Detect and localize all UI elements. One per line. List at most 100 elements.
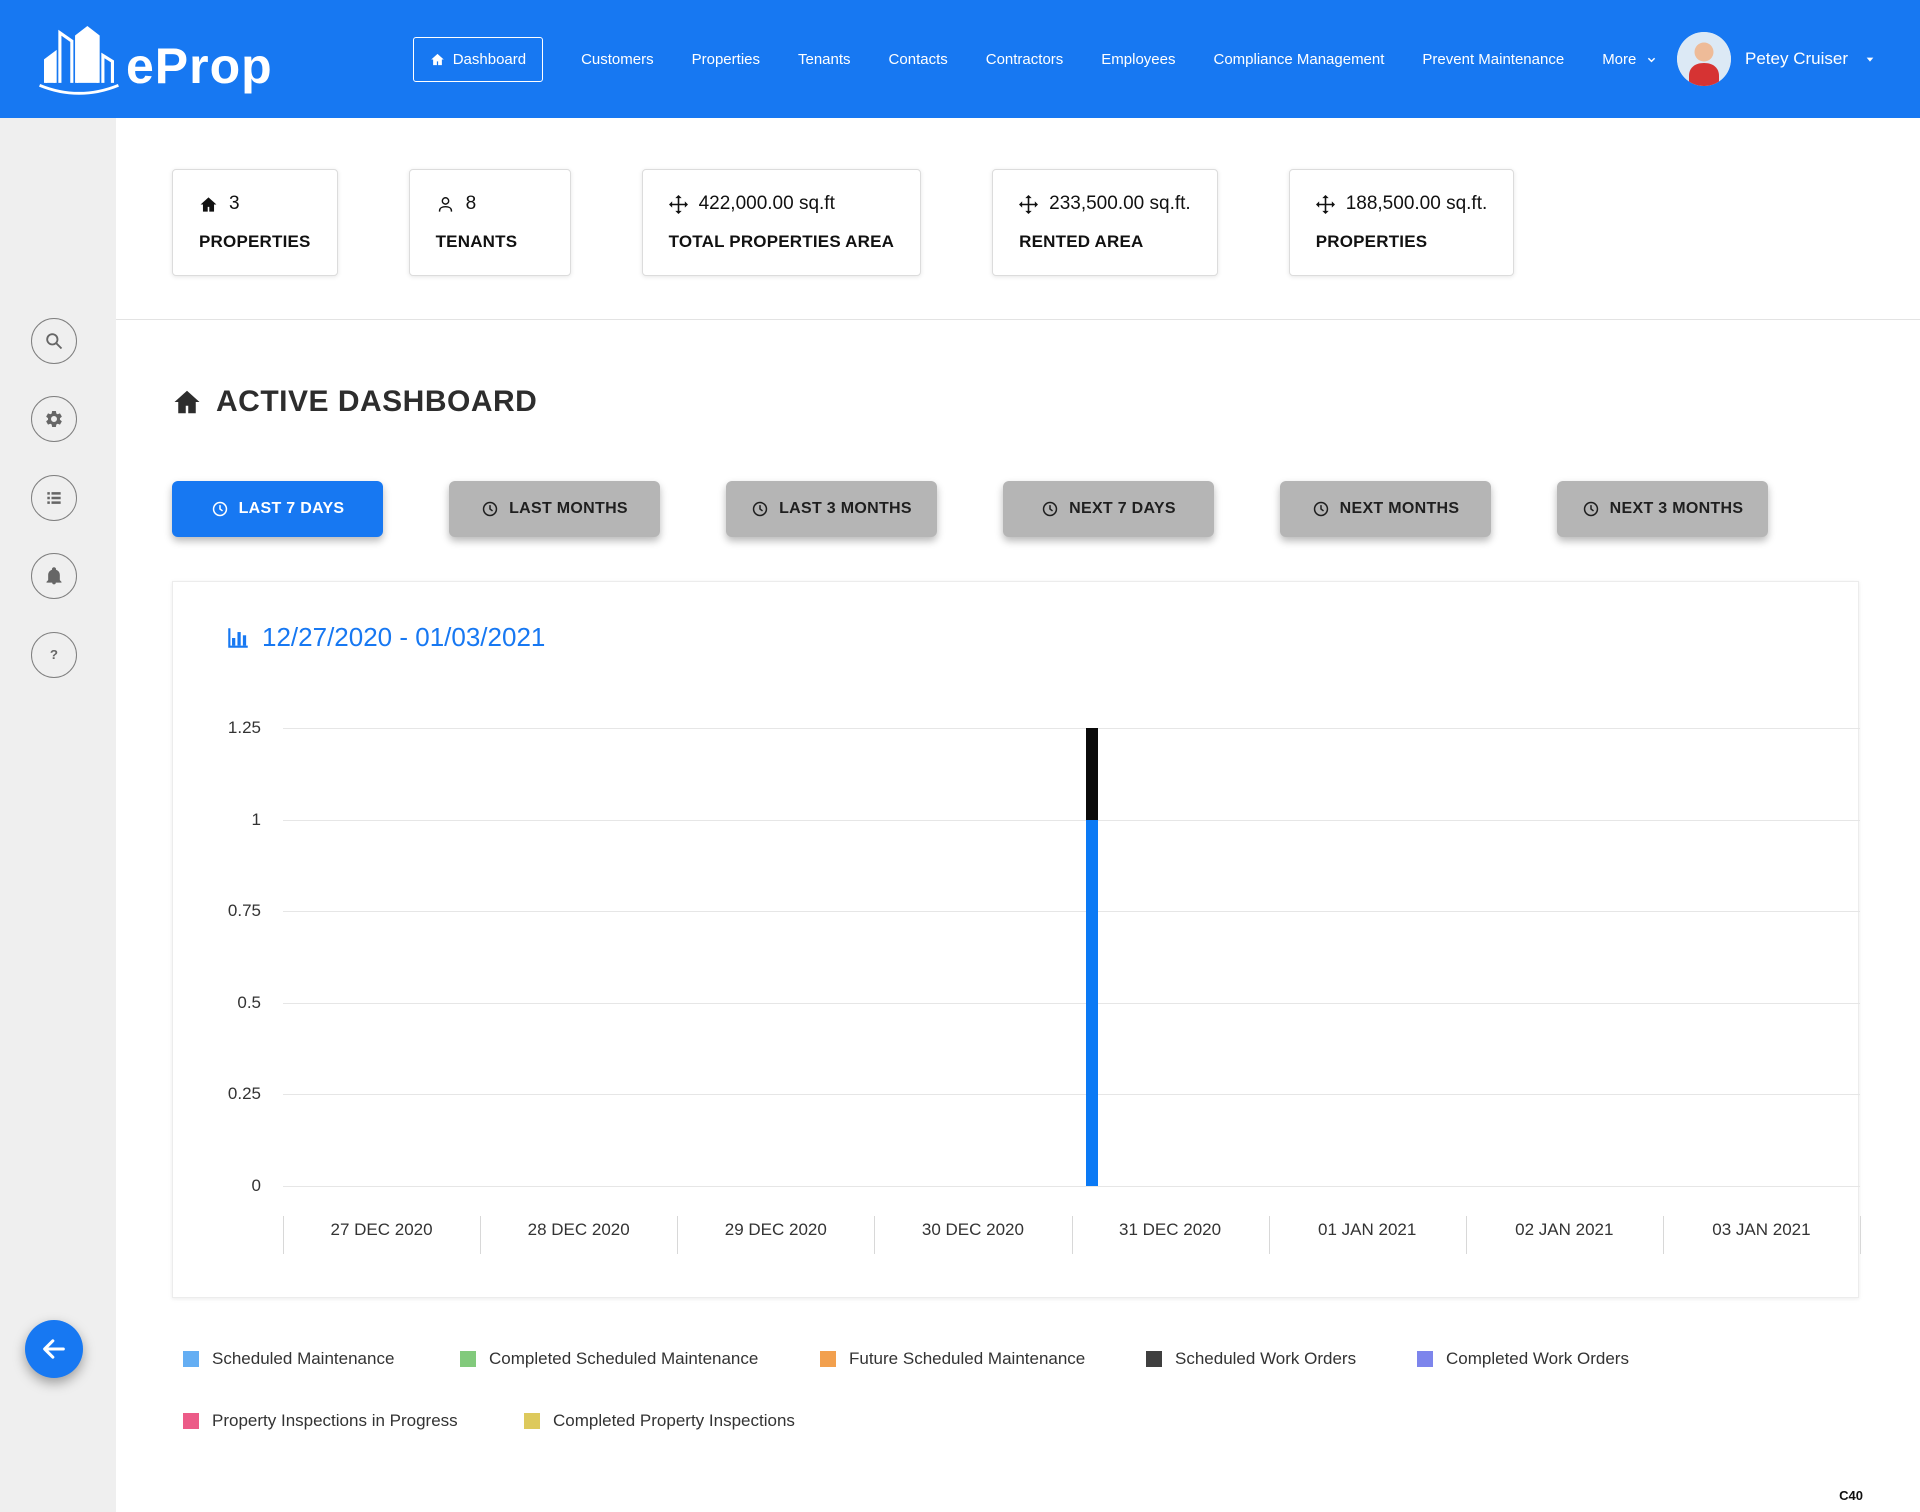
y-axis-label: 0.5 — [237, 992, 261, 1012]
x-axis-label: 29 DEC 2020 — [724, 1220, 827, 1239]
bar-scheduled-maintenance[interactable] — [1085, 819, 1098, 1186]
legend-swatch — [1146, 1351, 1162, 1367]
buildings-logo-icon — [36, 16, 122, 102]
chart-title: 12/27/2020 - 01/03/2021 — [225, 622, 545, 653]
main-nav: Dashboard Customers Properties Tenants Conta… — [412, 36, 1660, 82]
legend-item-completed-work-orders[interactable]: Completed Work Orders — [1417, 1349, 1920, 1369]
x-axis-label: 28 DEC 2020 — [527, 1220, 630, 1239]
legend-item-scheduled-maintenance[interactable]: Scheduled Maintenance — [183, 1349, 460, 1369]
gridline — [283, 819, 1860, 821]
filter-last-3-months[interactable]: LAST 3 MONTHS — [726, 481, 937, 537]
home-icon — [172, 387, 202, 417]
bar-scheduled-work-orders[interactable] — [1085, 728, 1098, 820]
legend-swatch — [183, 1413, 199, 1429]
x-axis-tick — [1071, 1216, 1073, 1254]
nav-item-label: Customers — [581, 50, 654, 68]
filter-label: NEXT 3 MONTHS — [1609, 500, 1744, 517]
nav-item-contractors[interactable]: Contractors — [986, 51, 1064, 68]
filter-last-7-days[interactable]: LAST 7 DAYS — [172, 481, 383, 537]
sidebar-button-help[interactable]: ? — [31, 632, 77, 678]
legend-label: Future Scheduled Maintenance — [849, 1349, 1086, 1368]
search-icon — [44, 331, 64, 351]
brand-logo[interactable]: eProp — [36, 16, 273, 102]
x-axis-label: 02 JAN 2021 — [1515, 1220, 1614, 1239]
user-name: Petey Cruiser — [1745, 49, 1848, 68]
x-axis-label: 27 DEC 2020 — [330, 1220, 433, 1239]
x-axis-tick — [874, 1216, 876, 1254]
date-filter-bar: LAST 7 DAYS LAST MONTHS LAST 3 MONTHS NEXT … — [172, 481, 1920, 537]
chart-legend: Scheduled Maintenance Completed Scheduled… — [183, 1349, 1920, 1431]
sidebar-button-bell[interactable] — [31, 553, 77, 599]
help-icon: ? — [44, 645, 64, 665]
stat-label: TOTAL PROPERTIES AREA — [668, 232, 895, 251]
stat-card: 422,000.00 sq.ft TOTAL PROPERTIES AREA — [641, 169, 922, 276]
back-button[interactable] — [25, 1320, 83, 1378]
nav-item-compliance-management[interactable]: Compliance Management — [1213, 51, 1384, 68]
gridline — [283, 1186, 1860, 1187]
stat-value: 233,500.00 sq.ft. — [1049, 193, 1191, 214]
gridline — [283, 728, 1860, 729]
stat-value: 8 — [465, 193, 477, 214]
filter-last-months[interactable]: LAST MONTHS — [449, 481, 660, 537]
legend-item-scheduled-work-orders[interactable]: Scheduled Work Orders — [1146, 1349, 1417, 1369]
main-content: 3 PROPERTIES 8 TENANTS 422,000.00 sq.ft TOTAL… — [116, 118, 1920, 1512]
legend-label: Completed Scheduled Maintenance — [489, 1349, 759, 1368]
filter-label: NEXT 7 DAYS — [1069, 500, 1176, 517]
page-title: ACTIVE DASHBOARD — [216, 385, 538, 418]
chart-panel: 12/27/2020 - 01/03/2021 0 0.25 0.5 0.75 1 1.2… — [172, 581, 1861, 1298]
nav-item-label: Employees — [1101, 50, 1176, 68]
filter-next-7-days[interactable]: NEXT 7 DAYS — [1003, 481, 1214, 537]
sidebar-button-search[interactable] — [31, 318, 77, 364]
nav-item-label: Tenants — [798, 50, 851, 68]
legend-item-completed-property-inspections[interactable]: Completed Property Inspections — [524, 1411, 1920, 1431]
top-navbar: eProp Dashboard Customers Properties Tenant… — [0, 0, 1920, 118]
nav-item-tenants[interactable]: Tenants — [798, 51, 851, 68]
legend-swatch — [820, 1351, 836, 1367]
person-icon — [436, 195, 455, 214]
stat-value: 3 — [229, 193, 240, 214]
nav-item-contacts[interactable]: Contacts — [889, 51, 948, 68]
nav-item-prevent-maintenance[interactable]: Prevent Maintenance — [1422, 51, 1564, 68]
filter-label: LAST 3 MONTHS — [779, 500, 912, 517]
legend-label: Completed Work Orders — [1446, 1349, 1629, 1368]
legend-label: Property Inspections in Progress — [212, 1411, 458, 1430]
legend-row-2: Property Inspections in Progress Complete… — [183, 1411, 1920, 1431]
legend-item-completed-scheduled-maintenance[interactable]: Completed Scheduled Maintenance — [460, 1349, 820, 1369]
nav-item-label: Prevent Maintenance — [1422, 50, 1565, 68]
filter-next-3-months[interactable]: NEXT 3 MONTHS — [1557, 481, 1768, 537]
filter-label: LAST 7 DAYS — [238, 500, 345, 517]
clock-icon — [751, 500, 769, 518]
nav-item-dashboard[interactable]: Dashboard — [412, 36, 544, 82]
nav-item-properties[interactable]: Properties — [692, 51, 760, 68]
stat-card: 233,500.00 sq.ft. RENTED AREA — [992, 169, 1218, 276]
legend-item-future-scheduled-maintenance[interactable]: Future Scheduled Maintenance — [820, 1349, 1146, 1369]
y-axis-label: 0.25 — [227, 1084, 261, 1104]
sidebar-button-gear[interactable] — [31, 396, 77, 442]
filter-next-months[interactable]: NEXT MONTHS — [1280, 481, 1491, 537]
gear-icon — [44, 409, 64, 429]
nav-item-label: Dashboard — [452, 50, 527, 68]
filter-label: LAST MONTHS — [509, 500, 628, 517]
home-icon — [430, 52, 445, 67]
sidebar-button-list[interactable] — [31, 475, 77, 521]
version-label: C40 — [1839, 1488, 1863, 1503]
legend-row-1: Scheduled Maintenance Completed Scheduled… — [183, 1349, 1920, 1369]
home-icon — [199, 195, 218, 214]
stat-card: 188,500.00 sq.ft. PROPERTIES — [1288, 169, 1515, 276]
gridline — [283, 1002, 1860, 1004]
stat-value: 422,000.00 sq.ft — [698, 193, 835, 214]
clock-icon — [1582, 500, 1600, 518]
nav-item-employees[interactable]: Employees — [1101, 51, 1175, 68]
user-menu[interactable]: Petey Cruiser — [1677, 32, 1878, 86]
legend-label: Scheduled Work Orders — [1175, 1349, 1357, 1368]
legend-item-property-inspections-in-progress[interactable]: Property Inspections in Progress — [183, 1411, 524, 1431]
x-axis-tick — [480, 1216, 482, 1254]
stat-label: RENTED AREA — [1019, 232, 1144, 251]
stat-card: 3 PROPERTIES — [172, 169, 338, 276]
stat-card: 8 TENANTS — [408, 169, 571, 276]
svg-text:?: ? — [50, 647, 58, 662]
nav-item-more[interactable]: More — [1602, 51, 1659, 68]
nav-item-label: More — [1602, 50, 1637, 68]
nav-item-customers[interactable]: Customers — [581, 51, 654, 68]
stat-label: PROPERTIES — [199, 232, 311, 251]
